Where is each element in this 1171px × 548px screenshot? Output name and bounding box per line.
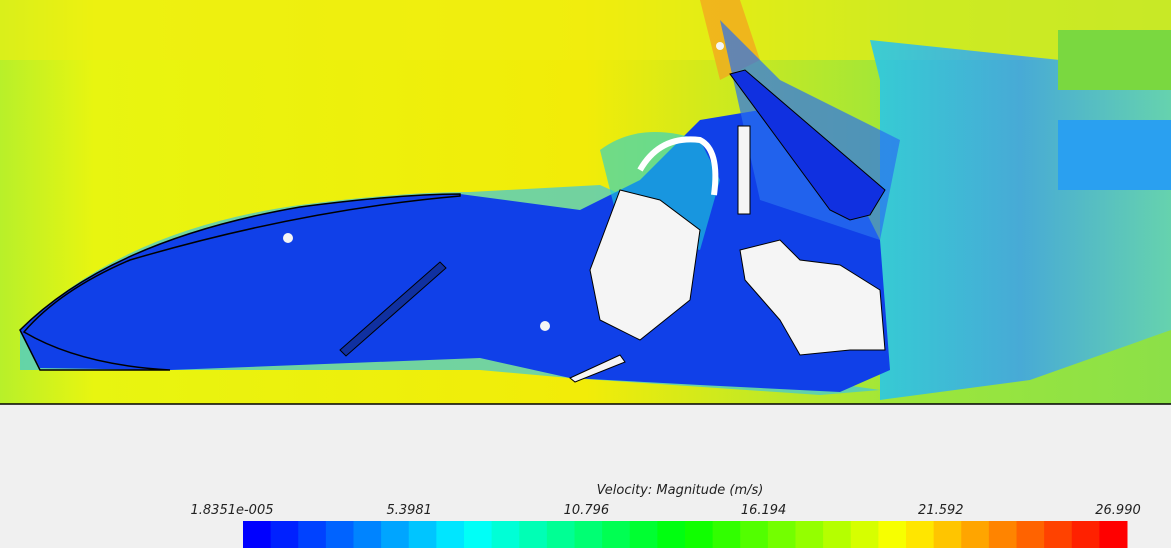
colorbar-swatch — [629, 521, 658, 548]
colorbar-swatch — [408, 521, 437, 548]
colorbar-swatch — [546, 521, 575, 548]
colorbar-tick-label: 26.990 — [1095, 503, 1141, 518]
colorbar-swatch — [353, 521, 382, 548]
colorbar-swatch — [602, 521, 631, 548]
colorbar — [243, 521, 1128, 548]
colorbar-swatch — [767, 521, 796, 548]
colorbar-swatch — [243, 521, 272, 548]
colorbar-swatch — [906, 521, 935, 548]
colorbar-swatch — [740, 521, 769, 548]
colorbar-swatch — [270, 521, 299, 548]
colorbar-swatch — [712, 521, 741, 548]
colorbar-swatch — [519, 521, 548, 548]
colorbar-swatch — [1016, 521, 1045, 548]
colorbar-swatch — [436, 521, 465, 548]
colorbar-swatch — [491, 521, 520, 548]
flow-field — [0, 0, 1171, 405]
colorbar-swatch — [878, 521, 907, 548]
colorbar-swatch — [795, 521, 824, 548]
colorbar-swatch — [1044, 521, 1073, 548]
colorbar-tick-label: 21.592 — [918, 503, 964, 518]
colorbar-swatch — [381, 521, 410, 548]
colorbar-swatch — [685, 521, 714, 548]
colorbar-swatch — [325, 521, 354, 548]
colorbar-swatch — [961, 521, 990, 548]
colorbar-swatch — [988, 521, 1017, 548]
colorbar-swatch — [1071, 521, 1100, 548]
colorbar-swatch — [464, 521, 493, 548]
colorbar-tick-label: 10.796 — [564, 503, 610, 518]
colorbar-swatch — [850, 521, 879, 548]
colorbar-tick-label: 1.8351e-005 — [191, 503, 274, 518]
colorbar-tick-label: 5.3981 — [386, 503, 432, 518]
colorbar-swatch — [298, 521, 327, 548]
colorbar-swatch — [574, 521, 603, 548]
colorbar-tick-label: 16.194 — [741, 503, 787, 518]
colorbar-swatch — [1099, 521, 1128, 548]
colorbar-swatch — [933, 521, 962, 548]
colorbar-swatch — [823, 521, 852, 548]
legend-title: Velocity: Magnitude (m/s) — [597, 483, 764, 498]
colorbar-swatch — [657, 521, 686, 548]
